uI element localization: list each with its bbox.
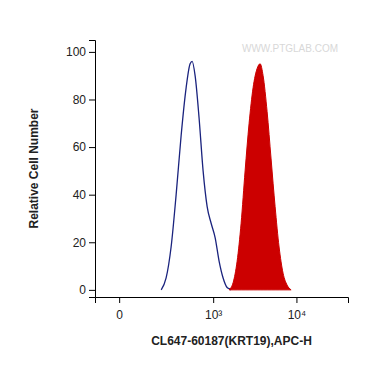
- chart: WWW.PTGLAB.COM 0 10³ 10⁴ 0 20 40 60 80 100 CL647-6…: [0, 0, 370, 367]
- x-tick-label: 10³: [205, 308, 222, 322]
- y-tick-label: 0: [79, 283, 86, 297]
- histogram-area: [229, 64, 291, 290]
- x-tick: 10⁴: [288, 297, 307, 322]
- y-tick: 80: [73, 93, 95, 107]
- x-axis-line: [96, 298, 349, 304]
- y-axis: 0 20 40 60 80 100: [66, 41, 96, 298]
- y-tick: 40: [73, 188, 95, 202]
- x-tick-mark: [119, 297, 120, 303]
- y-tick-mark: [89, 99, 95, 100]
- y-tick: 100: [66, 45, 95, 59]
- y-tick-mark: [89, 195, 95, 196]
- y-tick-mark: [89, 147, 95, 148]
- y-tick-label: 20: [73, 236, 87, 250]
- y-tick-label: 40: [73, 188, 87, 202]
- y-tick-label: 100: [66, 45, 86, 59]
- x-tick-mark: [296, 297, 297, 303]
- y-tick: 60: [73, 140, 95, 154]
- watermark: WWW.PTGLAB.COM: [242, 43, 338, 54]
- y-tick-mark: [89, 242, 95, 243]
- x-tick-label: 10⁴: [288, 308, 307, 322]
- y-axis-title: Relative Cell Number: [27, 108, 41, 228]
- y-tick-label: 60: [73, 140, 87, 154]
- y-tick: 0: [79, 283, 95, 297]
- histogram-line: [161, 61, 231, 289]
- y-axis-line: [89, 41, 96, 298]
- y-tick-mark: [89, 52, 95, 53]
- x-axis: 0 10³ 10⁴: [96, 297, 349, 322]
- x-axis-title: CL647-60187(KRT19),APC-H: [151, 334, 312, 348]
- y-tick: 20: [73, 236, 95, 250]
- x-tick: 0: [116, 297, 123, 322]
- y-tick-label: 80: [73, 93, 87, 107]
- x-tick-mark: [213, 297, 214, 303]
- plot-area: [161, 61, 291, 289]
- y-tick-mark: [89, 290, 95, 291]
- x-tick: 10³: [205, 297, 222, 322]
- x-tick-label: 0: [116, 308, 123, 322]
